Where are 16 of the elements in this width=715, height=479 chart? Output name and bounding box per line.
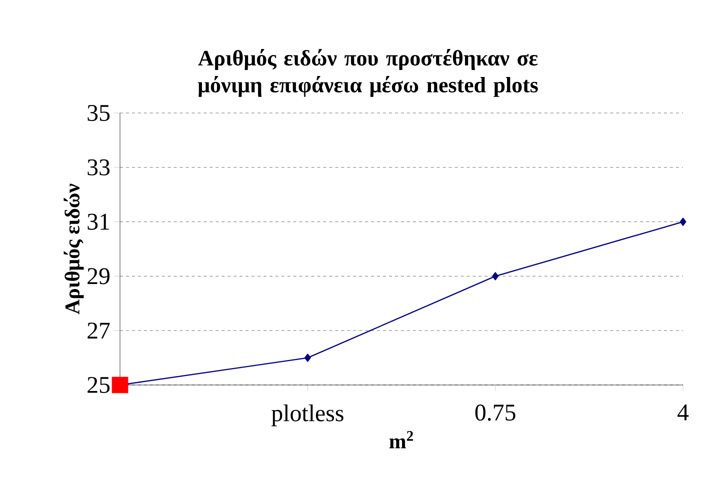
- x-tick-label: 4: [678, 404, 689, 420]
- y-tick-label: 35: [88, 104, 110, 122]
- x-tick-label: plotless: [272, 404, 344, 426]
- y-tick-label: 33: [88, 159, 110, 176]
- x-axis-title: m$^{2}$: [389, 431, 413, 448]
- point: [304, 354, 311, 362]
- y-tick-label: 31: [88, 214, 110, 230]
- point: [680, 218, 686, 226]
- chart-title: Αριθμός ειδών που προστέθηκαν σε μόνιμη επιφάνεια μέσω nested plots: [198, 49, 538, 97]
- point: [112, 376, 128, 394]
- y-tick-label: 27: [88, 322, 110, 338]
- x-tick-label: 0.75: [475, 404, 516, 421]
- y-tick-label: 25: [88, 376, 110, 394]
- y-axis-title: Αριθμός ειδών: [64, 184, 84, 314]
- point: [492, 272, 499, 280]
- y-tick-label: 29: [88, 268, 110, 284]
